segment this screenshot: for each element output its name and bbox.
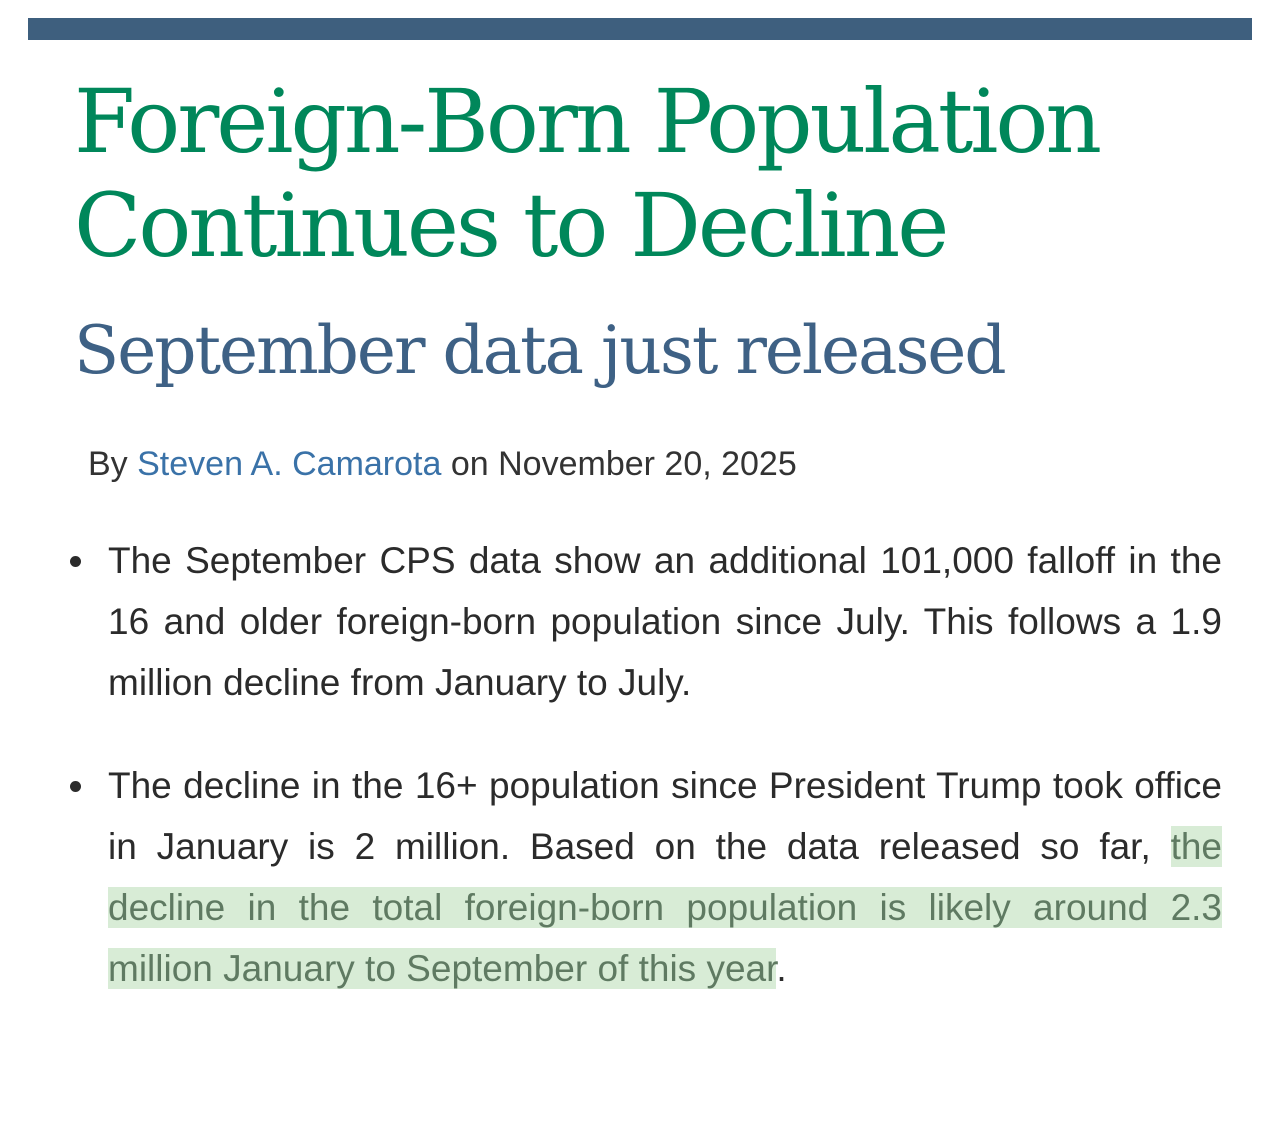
bullet-text-end: .	[776, 948, 787, 989]
key-points-list: The September CPS data show an additiona…	[60, 530, 1222, 1041]
author-link[interactable]: Steven A. Camarota	[137, 445, 442, 483]
publish-date: November 20, 2025	[498, 445, 797, 483]
byline: By Steven A. Camarota on November 20, 20…	[88, 442, 797, 486]
header-bar	[28, 18, 1252, 40]
bullet-text: The decline in the 16+ population since …	[108, 765, 1222, 867]
bullet-text: The September CPS data show an additiona…	[108, 540, 1222, 703]
byline-middle: on	[441, 445, 499, 483]
article-subtitle: September data just released	[74, 312, 1007, 389]
list-item: The September CPS data show an additiona…	[70, 530, 1222, 713]
list-item: The decline in the 16+ population since …	[70, 755, 1222, 999]
article-title: Foreign-Born Population Continues to Dec…	[74, 70, 1102, 277]
byline-prefix: By	[88, 445, 138, 483]
